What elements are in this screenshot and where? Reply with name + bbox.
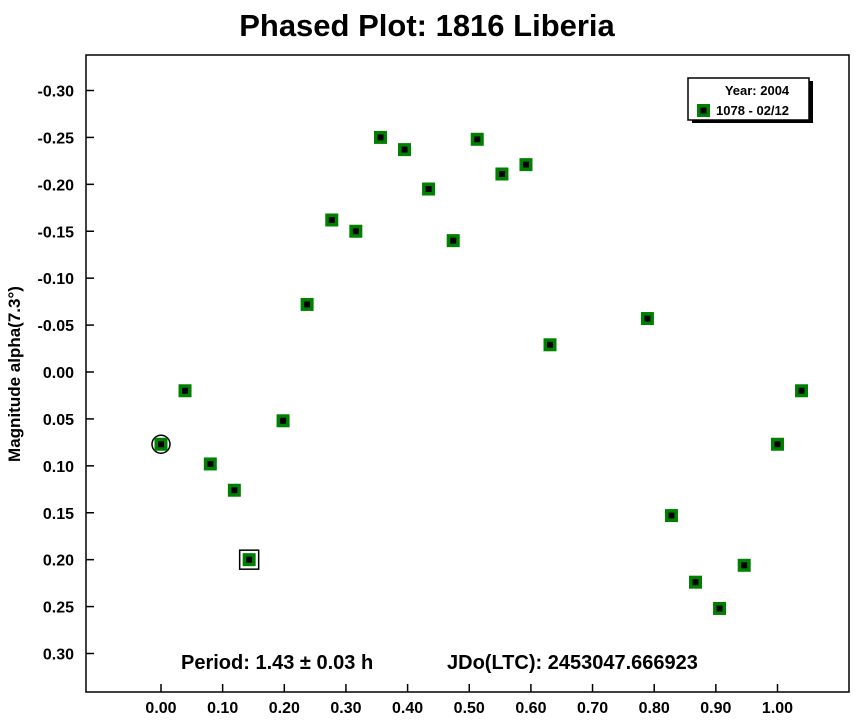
data-point-center <box>377 134 384 141</box>
data-point-center <box>522 161 529 168</box>
x-tick-label: 0.30 <box>330 700 361 717</box>
y-axis: -0.30 -0.25 -0.20 -0.15 -0.10 -0.05 0.00 0.05 0.… <box>38 84 94 664</box>
data-point-center <box>207 460 214 467</box>
legend-entry-label: 1078 - 02/12 <box>716 103 789 118</box>
legend: Year: 2004 1078 - 02/12 <box>687 77 813 123</box>
data-point-center <box>741 562 748 569</box>
legend-marker-center <box>700 107 707 114</box>
y-tick-label: 0.30 <box>43 647 74 664</box>
y-tick-label: 0.15 <box>43 506 74 523</box>
data-point-center <box>425 186 432 193</box>
data-point-center <box>158 441 164 448</box>
legend-title: Year: 2004 <box>725 83 790 98</box>
x-tick-label: 1.00 <box>762 700 793 717</box>
data-points <box>151 130 809 615</box>
x-tick-label: 0.80 <box>639 700 670 717</box>
data-point-center <box>182 387 189 394</box>
y-tick-label: 0.10 <box>43 459 74 476</box>
data-point-center <box>644 315 651 322</box>
data-point-center <box>401 146 408 153</box>
y-axis-label: Magnitude alpha(7.3°) <box>5 286 24 462</box>
y-tick-label: 0.20 <box>43 553 74 570</box>
data-point-center <box>668 512 675 519</box>
x-tick-label: 0.50 <box>454 700 485 717</box>
chart-title: Phased Plot: 1816 Liberia <box>239 8 615 43</box>
x-tick-label: 0.90 <box>700 700 731 717</box>
highlight-box <box>238 549 260 570</box>
x-tick-label: 0.20 <box>269 700 300 717</box>
data-point-center <box>231 487 238 494</box>
y-tick-label: -0.20 <box>38 177 75 194</box>
plot-area-frame <box>85 54 850 693</box>
x-tick-label: 0.70 <box>577 700 608 717</box>
y-tick-label: -0.25 <box>38 130 75 147</box>
data-point-center <box>547 341 554 348</box>
data-point-center <box>498 171 505 178</box>
y-tick-label: -0.05 <box>38 318 75 335</box>
y-tick-label: 0.05 <box>43 412 74 429</box>
y-tick-label: 0.25 <box>43 600 74 617</box>
x-tick-label: 0.60 <box>515 700 546 717</box>
data-point-center <box>716 605 723 612</box>
y-tick-label: 0.00 <box>43 365 74 382</box>
data-point-center <box>474 136 481 143</box>
data-point-center <box>328 216 335 223</box>
y-tick-label: -0.30 <box>38 84 75 101</box>
x-axis: 0.00 0.10 0.20 0.30 0.40 0.50 0.60 0.70 0.80 0.90… <box>145 684 793 717</box>
y-tick-label: -0.15 <box>38 224 75 241</box>
data-point-center <box>280 417 287 424</box>
data-point-center <box>774 441 781 448</box>
data-point-center <box>798 387 805 394</box>
x-tick-label: 0.40 <box>392 700 423 717</box>
jd-annotation: JDo(LTC): 2453047.666923 <box>447 652 698 674</box>
data-point-center <box>450 237 457 244</box>
data-point-center <box>352 228 359 235</box>
data-point-center <box>246 556 253 563</box>
data-point-center <box>692 579 699 586</box>
period-annotation: Period: 1.43 ± 0.03 h <box>181 652 373 674</box>
data-point-center <box>304 301 311 308</box>
highlight-circle <box>151 434 171 455</box>
y-tick-label: -0.10 <box>38 271 75 288</box>
x-tick-label: 0.00 <box>145 700 176 717</box>
x-tick-label: 0.10 <box>207 700 238 717</box>
